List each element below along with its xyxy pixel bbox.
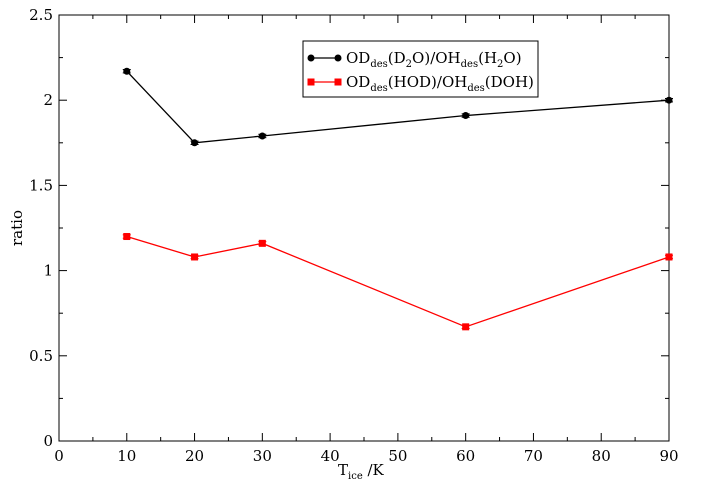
series-layer xyxy=(122,67,673,331)
legend-2-sub1: des xyxy=(370,83,387,94)
legend-marker-2a xyxy=(307,78,315,86)
legend-2-pre: OD xyxy=(346,73,370,91)
legend-2-post: (DOH) xyxy=(485,73,534,91)
legend-1-mid3: (H xyxy=(478,49,497,67)
legend-box xyxy=(302,40,539,98)
x-tick-label: 0 xyxy=(54,447,64,465)
y-tick-label: 2 xyxy=(43,91,53,109)
x-axis-label: Tice /K xyxy=(338,461,385,482)
x-tick-label: 90 xyxy=(659,447,678,465)
data-point xyxy=(191,139,199,147)
data-point xyxy=(258,239,266,247)
legend-1-mid2: O)/OH xyxy=(412,49,461,67)
legend-label-1: ODdes(D2O)/OHdes(H2O) xyxy=(346,49,522,70)
x-axis-label-post: /K xyxy=(363,461,385,479)
x-tick-label: 70 xyxy=(524,447,543,465)
legend-1-post: O) xyxy=(503,49,521,67)
data-point xyxy=(665,96,673,104)
data-point xyxy=(191,253,199,261)
series-2 xyxy=(122,233,673,331)
x-tick-label: 50 xyxy=(388,447,407,465)
x-tick-label: 10 xyxy=(117,447,136,465)
y-tick-label: 2.5 xyxy=(29,6,53,24)
legend: ODdes(D2O)/OHdes(H2O) ODdes(HOD)/OHdes(D… xyxy=(302,40,539,98)
legend-1-sub1: des xyxy=(370,59,387,70)
x-tick-label: 40 xyxy=(321,447,340,465)
x-axis-label-sub: ice xyxy=(348,471,363,482)
x-axis-label-main: T xyxy=(338,461,348,479)
x-tick-label: 60 xyxy=(456,447,475,465)
legend-marker-1b xyxy=(334,54,342,62)
series-line xyxy=(126,235,670,328)
legend-2-mid1: (HOD)/OH xyxy=(388,73,468,91)
data-point xyxy=(665,253,673,261)
data-point xyxy=(123,233,131,241)
x-tick-label: 30 xyxy=(253,447,272,465)
axis-ticks: 0 10 20 30 40 50 60 70 80 90 0 0.5 1 1.5 2 2.5 xyxy=(29,6,678,465)
legend-1-sub2: 2 xyxy=(406,59,412,70)
y-tick-label: 0 xyxy=(43,432,53,450)
legend-1-pre: OD xyxy=(346,49,370,67)
legend-marker-2b xyxy=(334,78,342,86)
legend-2-sub2: des xyxy=(467,83,484,94)
data-point xyxy=(462,323,470,331)
legend-1-sub3: des xyxy=(461,59,478,70)
x-tick-label: 20 xyxy=(185,447,204,465)
y-tick-label: 1 xyxy=(43,262,53,280)
legend-1-sub4: 2 xyxy=(497,59,503,70)
legend-label-2: ODdes(HOD)/OHdes(DOH) xyxy=(346,73,534,94)
y-tick-label: 1.5 xyxy=(29,176,53,194)
legend-1-mid1: (D xyxy=(388,49,406,67)
data-point xyxy=(462,112,470,120)
data-point xyxy=(123,67,131,75)
x-tick-label: 80 xyxy=(592,447,611,465)
y-axis-label: ratio xyxy=(8,210,26,246)
series-1 xyxy=(122,67,673,147)
y-tick-label: 0.5 xyxy=(29,347,53,365)
legend-marker-1a xyxy=(307,54,315,62)
data-point xyxy=(258,132,266,140)
